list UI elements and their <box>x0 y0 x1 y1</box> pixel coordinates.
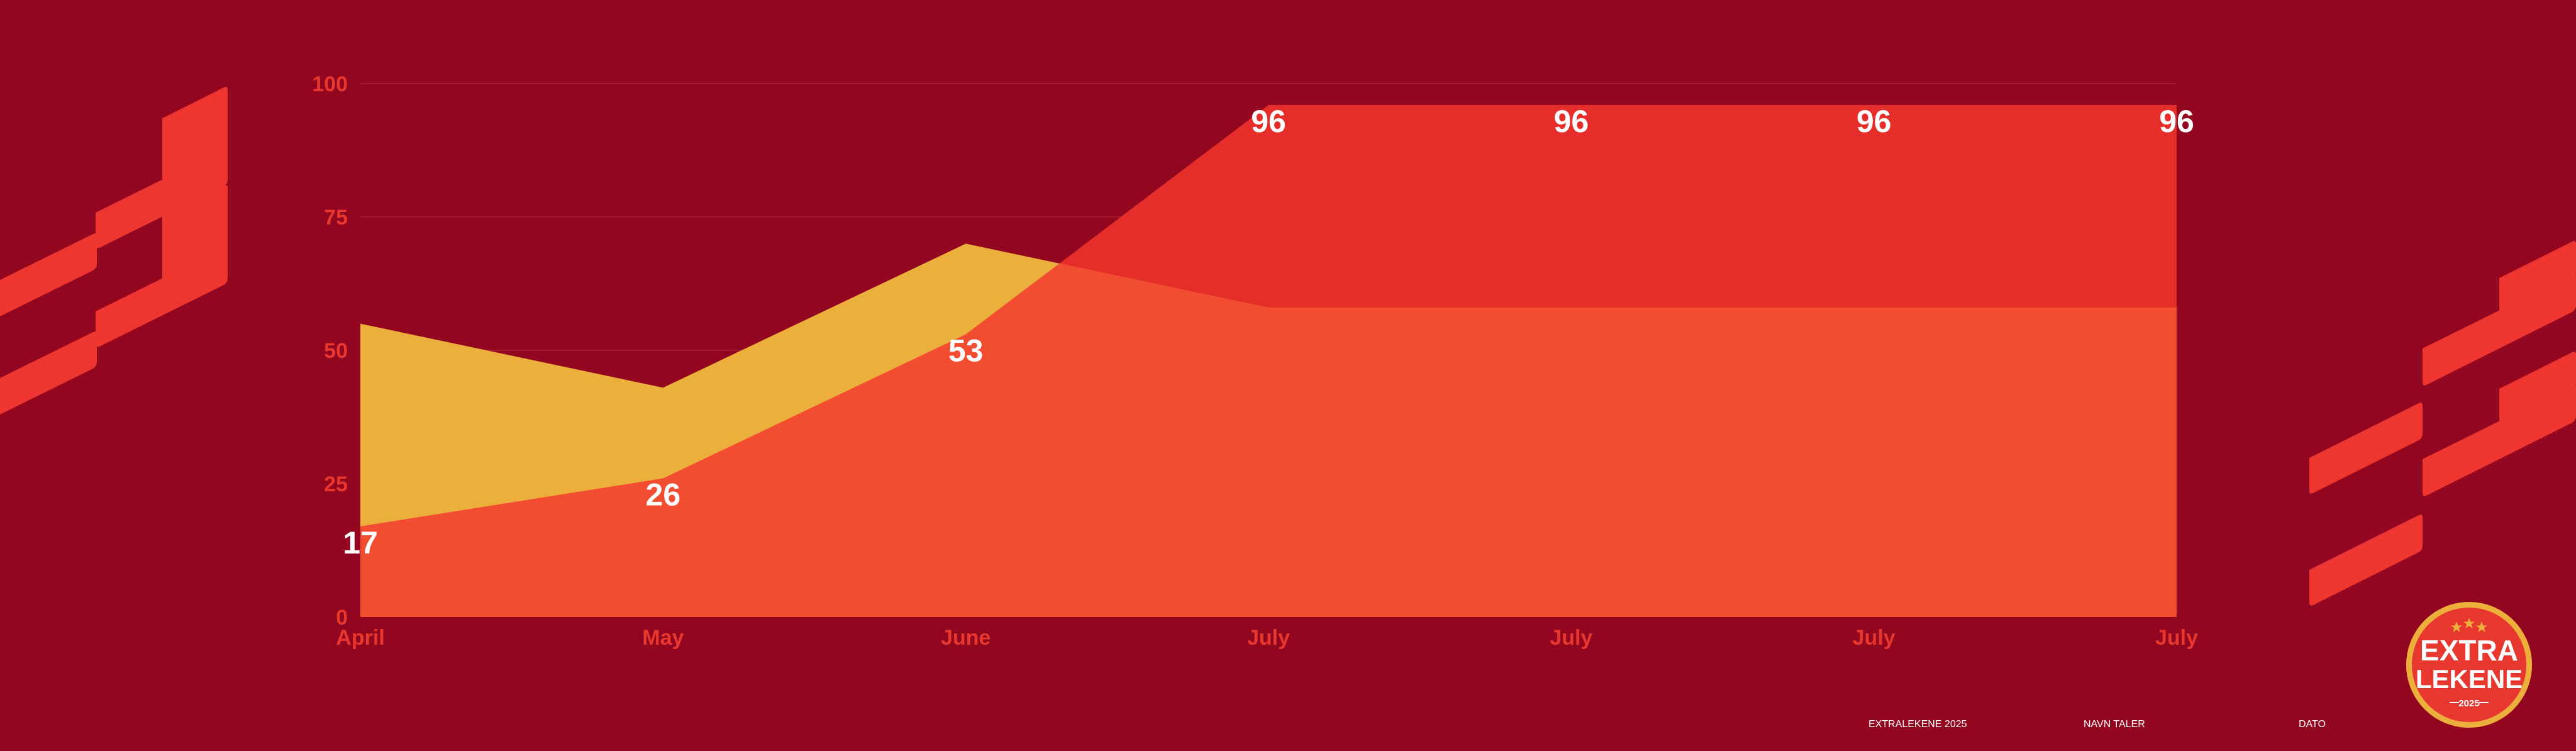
y-tick-label: 100 <box>312 72 348 96</box>
data-label: 26 <box>646 477 681 513</box>
x-tick-label: July <box>1247 626 1290 650</box>
data-label: 96 <box>1251 104 1286 139</box>
data-labels: 17 26 53 96 96 96 96 <box>343 104 2194 560</box>
x-tick-label: May <box>642 626 684 650</box>
footer: EXTRALEKENE 2025 NAVN TALER DATO <box>1868 719 2326 730</box>
data-label: 96 <box>1554 104 1589 139</box>
x-tick-label: July <box>1550 626 1592 650</box>
y-tick-label: 25 <box>324 472 348 496</box>
plot-area <box>360 104 2177 618</box>
x-tick-label: July <box>1853 626 1896 650</box>
x-tick-label: June <box>941 626 991 650</box>
star-icon <box>2463 618 2475 628</box>
y-tick-label: 0 <box>336 606 348 630</box>
decor-step <box>162 185 228 281</box>
footer-event: EXTRALEKENE 2025 <box>1868 719 1967 730</box>
star-icon <box>2476 621 2487 632</box>
x-tick-label: April <box>336 626 384 650</box>
data-label: 17 <box>343 525 378 560</box>
logo-disc <box>2412 608 2526 722</box>
decor-stripe <box>96 247 228 347</box>
star-icon <box>2451 621 2462 632</box>
logo-year: 2025 <box>2458 698 2479 709</box>
decor-step <box>2499 241 2576 313</box>
decor-left <box>0 87 228 414</box>
logo: EXTRA LEKENE 2025 <box>2406 602 2532 728</box>
decor-step <box>2499 352 2576 423</box>
decor-stripe <box>96 148 228 248</box>
footer-speaker: NAVN TALER <box>2084 719 2145 730</box>
footer-date: DATO <box>2299 719 2326 730</box>
decor-stripe <box>0 331 97 414</box>
y-axis: 0 25 50 75 100 <box>312 72 348 630</box>
y-tick-label: 50 <box>324 339 348 363</box>
decor-stripe <box>2423 384 2576 496</box>
data-label: 96 <box>1857 104 1892 139</box>
decor-right <box>2309 241 2576 606</box>
logo-stars <box>2451 618 2487 632</box>
logo-line-1: EXTRA <box>2420 634 2518 667</box>
decor-step <box>162 87 228 184</box>
data-label: 53 <box>948 333 984 369</box>
decor-stripe <box>2309 403 2423 494</box>
logo-line-2: LEKENE <box>2416 664 2523 694</box>
x-tick-label: July <box>2155 626 2198 650</box>
data-label: 96 <box>2159 104 2194 139</box>
decor-stripe <box>2423 274 2576 386</box>
decor-stripe <box>0 233 97 316</box>
y-tick-label: 75 <box>324 206 348 230</box>
x-axis: April May June July July July July <box>336 626 2198 650</box>
decor-stripe <box>2309 515 2423 606</box>
